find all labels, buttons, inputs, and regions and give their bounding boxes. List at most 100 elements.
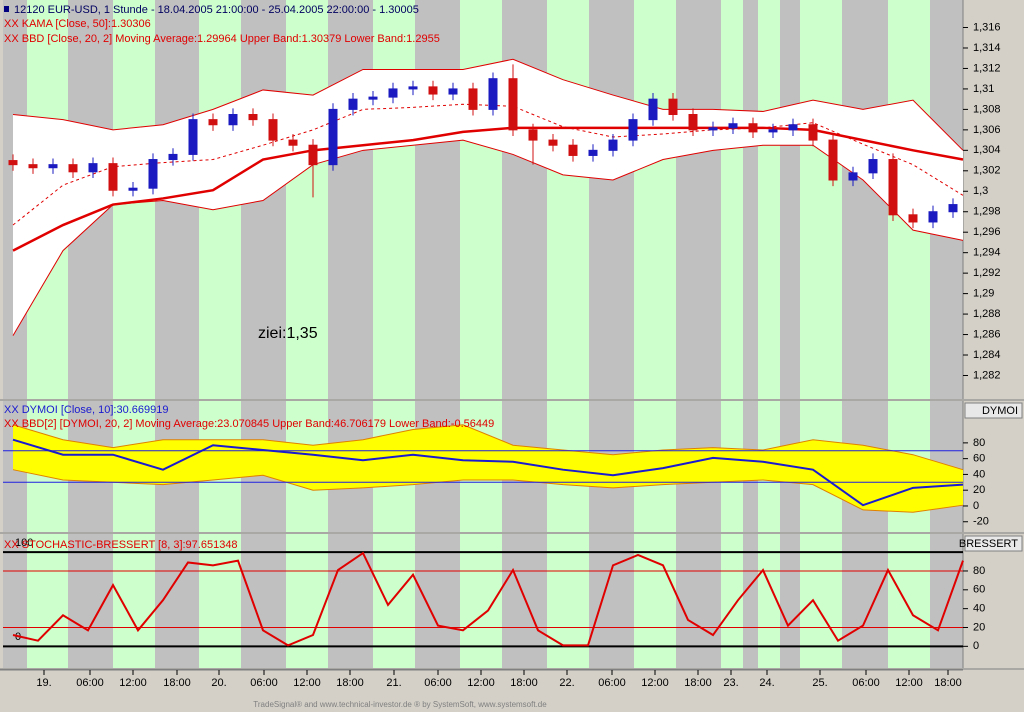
candle-body (508, 78, 518, 131)
candle-body (728, 123, 738, 129)
y-tick-label: 1,31 (973, 83, 994, 95)
candle-body (548, 139, 558, 146)
candle-body (828, 139, 838, 181)
x-tick-label: 12:00 (641, 677, 669, 689)
axis-panel (963, 401, 1024, 532)
session-background (547, 534, 589, 668)
session-background (800, 0, 842, 399)
candle-body (748, 123, 758, 133)
x-tick-label: 22. (559, 677, 574, 689)
candle-body (268, 119, 278, 141)
x-tick-label: 19. (36, 677, 51, 689)
band-upper (12, 424, 964, 471)
bound-label: 100 (15, 537, 33, 549)
candle-body (568, 144, 578, 156)
y-tick-label: 1,284 (973, 349, 1001, 361)
y-tick-label: 1,296 (973, 226, 1001, 238)
axis-panel (963, 534, 1024, 668)
session-background (758, 0, 780, 399)
candle-body (88, 163, 98, 173)
x-tick-label: 25. (812, 677, 827, 689)
session-background (547, 0, 589, 399)
candle-body (948, 204, 958, 213)
candle-body (428, 86, 438, 95)
y-tick-label: 1,288 (973, 308, 1001, 320)
band-lower (12, 469, 964, 513)
y-tick-label: 1,316 (973, 21, 1001, 33)
x-tick-label: 12:00 (293, 677, 321, 689)
band-lower (12, 139, 964, 336)
y-tick-label: 80 (973, 565, 985, 577)
y-tick-label: 0 (973, 640, 979, 652)
indicator-line (12, 551, 964, 647)
x-tick-label: 06:00 (598, 677, 626, 689)
candle-body (908, 214, 918, 223)
indicator-line (12, 126, 964, 252)
y-tick-label: 1,306 (973, 124, 1001, 136)
y-tick-label: 0 (973, 500, 979, 512)
session-background (27, 534, 68, 668)
candle-body (148, 159, 158, 189)
candle-body (768, 129, 778, 133)
x-tick-label: 12:00 (467, 677, 495, 689)
bound-label: 0 (15, 631, 21, 643)
candle-body (868, 159, 878, 174)
candle-body (448, 88, 458, 95)
candle-body (668, 98, 678, 116)
candle-body (888, 159, 898, 216)
y-tick-label: 20 (973, 621, 985, 633)
y-tick-label: 1,282 (973, 369, 1001, 381)
session-background (199, 534, 241, 668)
y-tick-label: 1,298 (973, 206, 1001, 218)
x-tick-label: 18:00 (336, 677, 364, 689)
session-background (758, 534, 780, 668)
legend-entry: XX BBD[2] [DYMOI, 20, 2] Moving Average:… (4, 418, 494, 430)
legend-entry: XX KAMA [Close, 50]:1.30306 (4, 18, 151, 30)
candle-body (808, 124, 818, 141)
candle-body (588, 149, 598, 156)
x-tick-label: 18:00 (163, 677, 191, 689)
candle-body (928, 211, 938, 223)
candle-body (248, 114, 258, 121)
candle-body (848, 172, 858, 181)
x-tick-label: 18:00 (684, 677, 712, 689)
x-tick-label: 18:00 (510, 677, 538, 689)
y-tick-label: 1,312 (973, 62, 1001, 74)
x-tick-label: 20. (211, 677, 226, 689)
x-tick-label: 06:00 (250, 677, 278, 689)
x-tick-label: 21. (386, 677, 401, 689)
candle-body (288, 139, 298, 146)
y-tick-label: 20 (973, 484, 985, 496)
footer: TradeSignal® and www.technical-investor.… (253, 700, 547, 709)
candle-body (208, 119, 218, 126)
y-tick-label: -20 (973, 516, 989, 528)
candle-body (348, 98, 358, 110)
y-tick-label: 1,286 (973, 328, 1001, 340)
annotation: ziei:1,35 (258, 325, 318, 342)
x-tick-label: 23. (723, 677, 738, 689)
y-tick-label: 1,308 (973, 103, 1001, 115)
y-tick-label: 1,292 (973, 267, 1001, 279)
session-background (460, 0, 502, 399)
legend-entry: XX BBD [Close, 20, 2] Moving Average:1.2… (4, 33, 440, 45)
candle-body (788, 124, 798, 131)
candle-body (628, 119, 638, 141)
y-tick-label: 1,314 (973, 42, 1001, 54)
candle-body (188, 119, 198, 155)
x-axis-panel (0, 670, 1024, 696)
pane-label: BRESSERT (959, 538, 1018, 550)
session-background (286, 0, 328, 399)
x-tick-label: 12:00 (895, 677, 923, 689)
x-tick-label: 06:00 (424, 677, 452, 689)
candle-body (648, 98, 658, 121)
x-tick-label: 12:00 (119, 677, 147, 689)
y-tick-label: 40 (973, 468, 985, 480)
y-tick-label: 1,294 (973, 247, 1001, 259)
session-background (800, 534, 842, 668)
candle-body (688, 114, 698, 131)
session-background (113, 534, 155, 668)
x-tick-label: 06:00 (76, 677, 104, 689)
y-tick-label: 1,302 (973, 165, 1001, 177)
session-background (373, 534, 415, 668)
